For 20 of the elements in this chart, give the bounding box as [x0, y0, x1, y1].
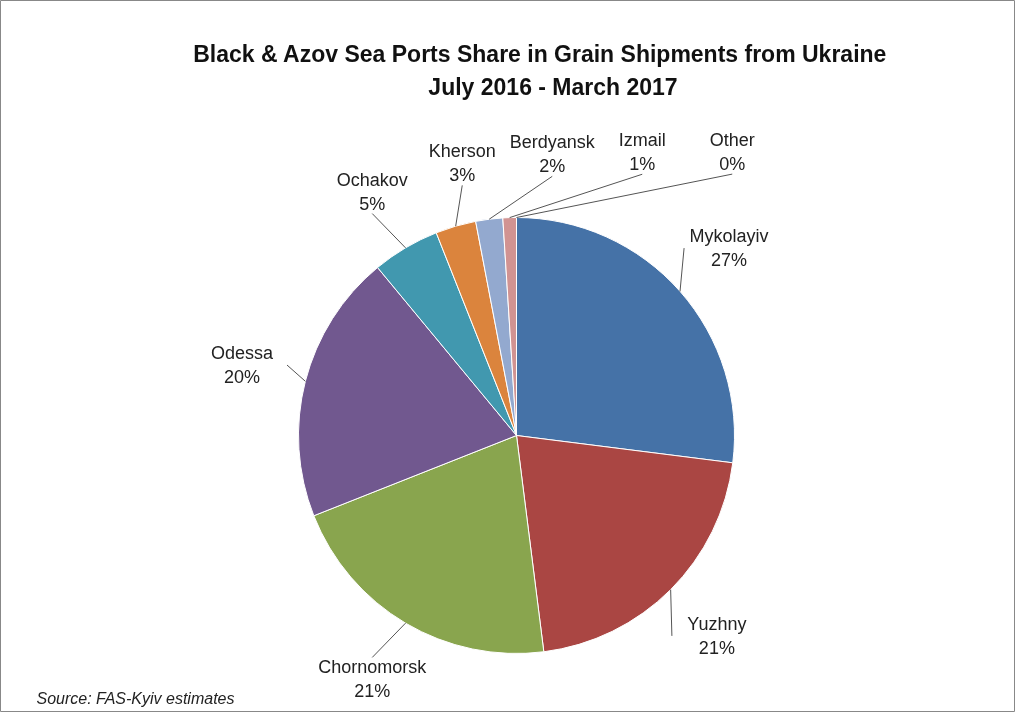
data-label: 21%: [698, 637, 735, 658]
text: 0%: [719, 154, 746, 175]
chart-title: Black & Azov Sea Ports Share in Grain Shipments from Ukraine July 2016 - March 2017: [193, 40, 887, 101]
slice-label: Kherson: [428, 141, 496, 162]
data-label: 20%: [223, 367, 261, 388]
data-label: 2%: [539, 156, 566, 177]
slice-label: Berdyansk: [509, 132, 596, 153]
slice-label: Ochakov: [336, 169, 408, 190]
data-label: 3%: [449, 165, 476, 186]
slice-label: Mykolayiv: [689, 226, 769, 247]
data-label: 27%: [711, 250, 748, 271]
slice-label: Odessa: [210, 343, 275, 364]
category-label: Other: [709, 130, 755, 151]
data-label: 5%: [359, 193, 386, 214]
slice-label: Chornomorsk: [318, 657, 428, 678]
source-note: Source: FAS-Kyiv estimates: [36, 690, 235, 707]
data-label: 21%: [354, 681, 391, 702]
data-label: 1%: [629, 154, 656, 175]
slice-label: Izmail: [618, 130, 666, 151]
slice-label: Yuzhny: [687, 613, 747, 634]
